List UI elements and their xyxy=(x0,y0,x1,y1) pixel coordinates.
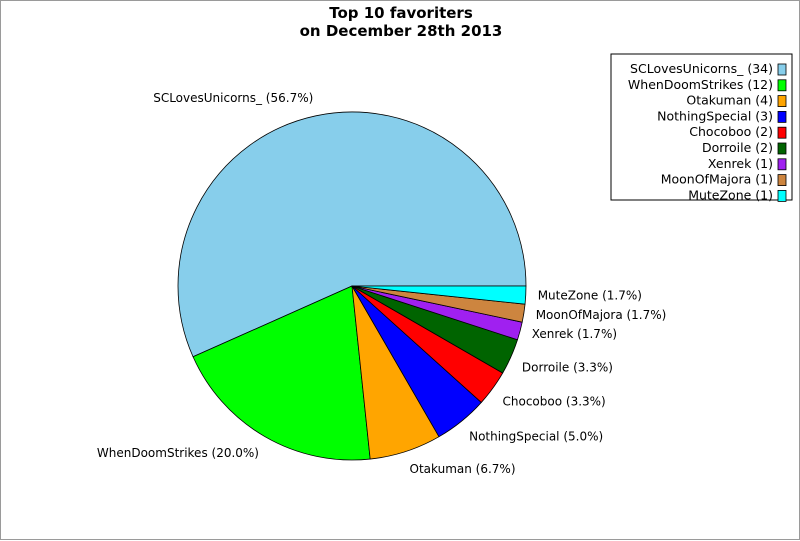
legend-swatch-nothingspecial xyxy=(777,111,787,123)
pie-slice-labels: SCLovesUnicorns_ (56.7%) WhenDoomStrikes … xyxy=(97,91,666,476)
legend-swatch-mutezone xyxy=(777,189,787,202)
legend-label-sclovesunicorns: SCLovesUnicorns_ (34) xyxy=(630,61,773,76)
legend: SCLovesUnicorns_ (34)WhenDoomStrikes (12… xyxy=(610,53,793,202)
legend-swatch-chocoboo xyxy=(777,126,787,139)
legend-label-whendoomstrikes: WhenDoomStrikes (12) xyxy=(628,77,773,92)
chart-title: Top 10 favoriters on December 28th 2013 xyxy=(300,4,503,40)
pie-slice-whendoomstrikes xyxy=(192,285,371,461)
legend-swatch-whendoomstrikes xyxy=(777,79,787,92)
slice-label-xenrek: Xenrek (1.7%) xyxy=(532,327,617,341)
slice-label-nothingspecial: NothingSpecial (5.0%) xyxy=(469,430,603,444)
slice-label-sclovesunicorns: SCLovesUnicorns_ (56.7%) xyxy=(153,91,313,105)
legend-label-chocoboo: Chocoboo (2) xyxy=(689,124,773,139)
legend-label-dorroile: Dorroile (2) xyxy=(702,140,773,155)
slice-label-mutezone: MuteZone (1.7%) xyxy=(538,289,642,303)
pie-slice-mutezone xyxy=(351,285,527,305)
pie-slice-sclovesunicorns xyxy=(177,111,527,358)
pie-slices xyxy=(177,111,527,461)
chart-title-line-2: on December 28th 2013 xyxy=(300,22,503,40)
legend-swatch-xenrek xyxy=(777,158,787,171)
legend-swatch-moonofmajora xyxy=(777,174,787,187)
legend-label-moonofmajora: MoonOfMajora (1) xyxy=(661,172,773,187)
legend-swatch-otakuman xyxy=(777,95,787,107)
chart-title-line-1: Top 10 favoriters xyxy=(329,4,473,22)
slice-label-dorroile: Dorroile (3.3%) xyxy=(522,361,613,375)
legend-box xyxy=(610,53,793,201)
legend-label-mutezone: MuteZone (1) xyxy=(688,187,773,202)
legend-label-nothingspecial: NothingSpecial (3) xyxy=(657,108,773,123)
slice-label-whendoomstrikes: WhenDoomStrikes (20.0%) xyxy=(97,446,259,460)
legend-swatch-sclovesunicorns xyxy=(777,63,787,76)
legend-label-xenrek: Xenrek (1) xyxy=(708,156,773,171)
slice-label-otakuman: Otakuman (6.7%) xyxy=(410,462,516,476)
slice-label-chocoboo: Chocoboo (3.3%) xyxy=(503,394,606,408)
legend-swatch-dorroile xyxy=(777,142,787,155)
legend-label-otakuman: Otakuman (4) xyxy=(686,93,773,108)
slice-label-moonofmajora: MoonOfMajora (1.7%) xyxy=(536,308,667,322)
